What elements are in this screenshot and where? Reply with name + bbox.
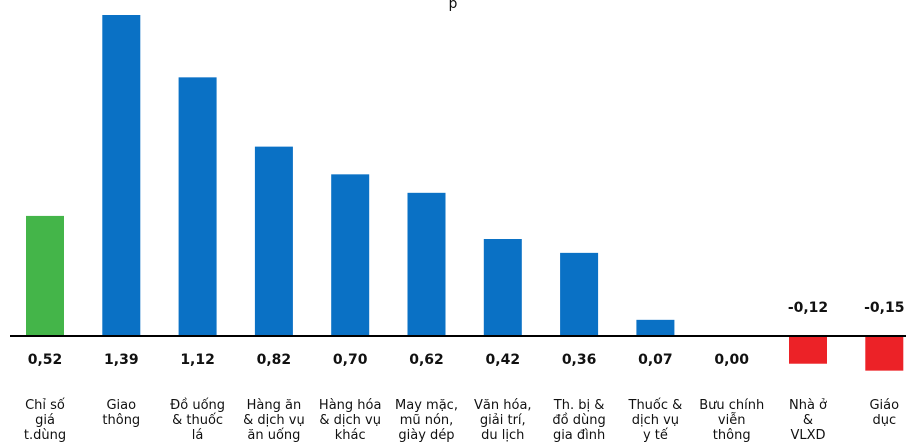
value-label-10: -0,12 bbox=[788, 300, 828, 316]
value-label-11: -0,15 bbox=[864, 300, 904, 316]
bar-7 bbox=[560, 252, 599, 336]
category-label-5-line-1: mũ nón, bbox=[400, 413, 454, 428]
category-label-4-line-2: khác bbox=[335, 428, 366, 443]
bar-10 bbox=[789, 336, 827, 364]
chart-title-fragment: p bbox=[449, 0, 458, 12]
category-label-8-line-1: dịch vụ bbox=[632, 413, 679, 428]
category-label-9-line-1: viễn bbox=[718, 413, 746, 428]
category-label-1-line-0: Giao bbox=[106, 398, 136, 413]
category-label-8-line-2: y tế bbox=[643, 428, 668, 443]
category-label-0-line-1: giá bbox=[35, 413, 55, 428]
bar-3 bbox=[254, 146, 293, 336]
value-label-0: 0,52 bbox=[28, 352, 63, 368]
category-label-7-line-2: gia đình bbox=[553, 428, 605, 443]
bar-6 bbox=[483, 239, 522, 336]
value-label-2: 1,12 bbox=[180, 352, 215, 368]
category-label-4-line-1: & dịch vụ bbox=[319, 413, 381, 428]
category-label-5-line-2: giày dép bbox=[398, 428, 454, 443]
category-label-3-line-1: & dịch vụ bbox=[243, 413, 305, 428]
category-label-11-line-0: Giáo bbox=[869, 398, 899, 413]
bars-group bbox=[26, 15, 904, 371]
category-label-6-line-1: giải trí, bbox=[480, 413, 526, 428]
category-label-7-line-1: đồ dùng bbox=[552, 413, 605, 428]
bar-8 bbox=[636, 319, 675, 336]
category-label-10-line-1: & bbox=[803, 413, 813, 428]
category-label-8-line-0: Thuốc & bbox=[628, 398, 683, 413]
value-label-5: 0,62 bbox=[409, 352, 444, 368]
category-label-2-line-2: lá bbox=[192, 428, 204, 443]
category-label-5-line-0: May mặc, bbox=[395, 398, 458, 413]
category-label-10-line-0: Nhà ở bbox=[789, 398, 827, 413]
bar-2 bbox=[178, 77, 217, 337]
category-label-2-line-1: & thuốc bbox=[172, 413, 223, 428]
category-label-0-line-0: Chỉ số bbox=[25, 398, 65, 413]
category-label-7-line-0: Th. bị & bbox=[553, 398, 605, 413]
bar-1 bbox=[102, 15, 141, 336]
category-label-2-line-0: Đồ uống bbox=[170, 398, 225, 413]
category-label-1-line-1: thông bbox=[102, 413, 140, 428]
value-label-9: 0,00 bbox=[714, 352, 749, 368]
bar-11 bbox=[865, 336, 904, 371]
value-label-6: 0,42 bbox=[486, 352, 521, 368]
value-label-7: 0,36 bbox=[562, 352, 597, 368]
category-label-3-line-0: Hàng ăn bbox=[247, 398, 302, 413]
value-label-8: 0,07 bbox=[638, 352, 673, 368]
category-label-10-line-2: VLXD bbox=[790, 428, 825, 443]
category-label-6-line-2: du lịch bbox=[481, 428, 524, 443]
category-label-9-line-0: Bưu chính bbox=[699, 398, 764, 413]
bar-4 bbox=[331, 174, 370, 336]
category-label-4-line-0: Hàng hóa bbox=[319, 398, 382, 413]
category-label-0-line-2: t.dùng bbox=[24, 428, 66, 443]
category-label-3-line-2: ăn uống bbox=[247, 428, 300, 443]
category-label-11-line-1: dục bbox=[872, 413, 896, 428]
category-label-6-line-0: Văn hóa, bbox=[474, 398, 532, 413]
value-label-3: 0,82 bbox=[257, 352, 292, 368]
bar-0 bbox=[26, 215, 64, 336]
category-label-9-line-2: thông bbox=[713, 428, 751, 443]
value-label-4: 0,70 bbox=[333, 352, 368, 368]
bar-5 bbox=[407, 192, 446, 336]
value-label-1: 1,39 bbox=[104, 352, 139, 368]
